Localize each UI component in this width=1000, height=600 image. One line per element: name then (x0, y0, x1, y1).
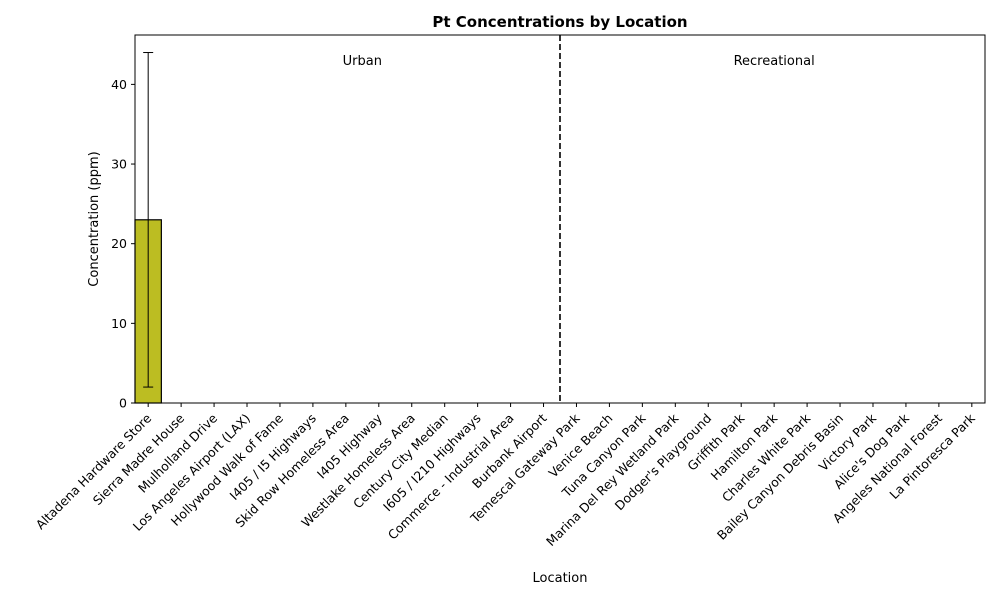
y-tick-label: 0 (119, 396, 127, 411)
x-axis-label: Location (533, 571, 588, 586)
y-axis-label: Concentration (ppm) (87, 151, 102, 286)
y-tick-label: 40 (111, 77, 127, 92)
y-tick-label: 30 (111, 157, 127, 172)
group-label: Recreational (734, 54, 815, 69)
y-tick-label: 20 (111, 236, 127, 251)
group-label: Urban (343, 54, 382, 69)
chart-title: Pt Concentrations by Location (432, 13, 687, 31)
axes-frame (134, 34, 986, 404)
y-tick-label: 10 (111, 316, 127, 331)
